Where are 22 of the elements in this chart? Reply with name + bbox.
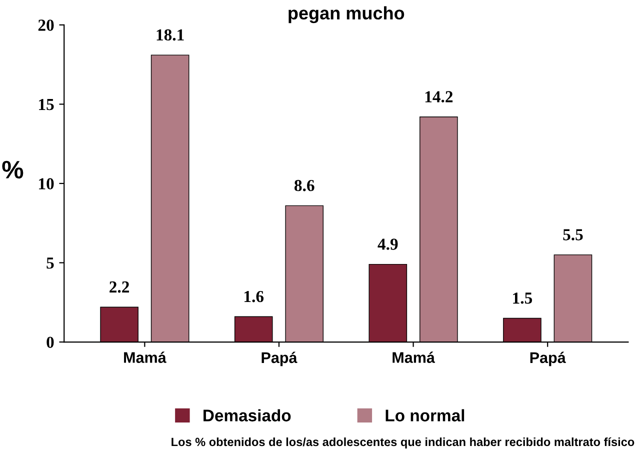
- data-label: 18.1: [156, 29, 184, 41]
- y-tick-label: 0: [46, 336, 54, 348]
- y-tick-label: 5: [46, 258, 54, 269]
- legend-label: Lo normal: [386, 409, 464, 422]
- data-label: 8.6: [294, 180, 314, 192]
- x-tick-label: Papá: [530, 352, 566, 366]
- y-tick-label: 15: [39, 98, 54, 110]
- data-label: 4.9: [378, 238, 398, 250]
- text: Los % obtenidos de los/as adolescentes que indican haber recibido maltrato físico: [172, 437, 634, 448]
- y-axis-title: %: [2, 160, 24, 178]
- legend-label: Demasiado: [204, 409, 291, 422]
- data-label: 1.5: [513, 292, 532, 304]
- chart-title: pegan mucho: [288, 6, 404, 24]
- data-label: 1.6: [244, 290, 264, 302]
- x-tick-label: Mamá: [124, 352, 166, 363]
- data-label: 2.2: [110, 281, 129, 293]
- data-label: 5.5: [563, 229, 583, 240]
- x-tick-label: Mamá: [392, 352, 435, 363]
- y-tick-label: 10: [39, 178, 54, 190]
- y-tick-label: 20: [38, 20, 54, 31]
- data-label: 14.2: [425, 91, 453, 102]
- x-tick-label: Papá: [262, 352, 298, 366]
